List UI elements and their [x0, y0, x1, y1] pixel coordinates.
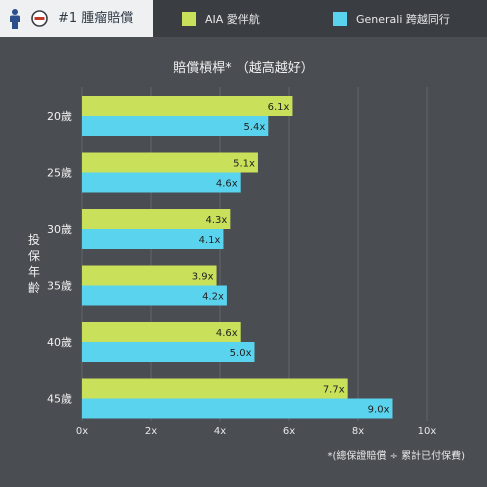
bar	[82, 398, 393, 419]
data-label: 5.1x	[233, 159, 255, 170]
data-label: 6.1x	[268, 102, 290, 113]
data-label: 4.6x	[216, 179, 238, 190]
data-label: 9.0x	[368, 405, 390, 416]
tab-tumor-compensation[interactable]: #1 腫瘤賠償	[0, 0, 153, 37]
bar	[82, 96, 293, 116]
y-category-label: 40歲	[47, 335, 72, 349]
y-category-label: 45歲	[47, 392, 72, 406]
bar	[82, 322, 241, 342]
bar	[82, 116, 269, 136]
person-icon	[10, 9, 20, 29]
data-label: 5.0x	[230, 348, 252, 359]
badge-icon	[31, 10, 48, 27]
x-tick-label: 6x	[283, 426, 295, 437]
legend-item-generali: Generali 跨越同行	[333, 11, 450, 27]
data-label: 5.4x	[243, 122, 265, 133]
header-bar: #1 腫瘤賠償 AIA 愛伴航 Generali 跨越同行	[0, 0, 487, 37]
y-category-label: 30歲	[47, 222, 72, 236]
legend-swatch-generali	[333, 12, 347, 26]
x-tick-label: 2x	[145, 426, 157, 437]
bar	[82, 378, 348, 399]
x-tick-label: 8x	[352, 426, 364, 437]
bar	[82, 209, 231, 229]
x-tick-label: 10x	[418, 426, 437, 437]
tab-label: #1 腫瘤賠償	[58, 11, 134, 26]
y-category-label: 20歲	[47, 109, 72, 123]
data-label: 3.9x	[192, 272, 214, 283]
y-axis-label: 投保年齡	[27, 233, 40, 295]
bar	[82, 229, 224, 249]
x-tick-label: 4x	[214, 426, 226, 437]
legend-swatch-aia	[182, 12, 196, 26]
data-label: 4.2x	[202, 292, 224, 303]
data-label: 7.7x	[323, 385, 345, 396]
bar	[82, 342, 255, 362]
bar	[82, 285, 227, 306]
data-label: 4.3x	[206, 215, 228, 226]
x-tick-label: 0x	[76, 426, 88, 437]
chart-footnote: *(總保證賠償 ÷ 累計已付保費)	[327, 451, 465, 462]
chart-title: 賠償槓桿* （越高越好）	[173, 61, 314, 76]
bar	[82, 265, 217, 286]
bar	[82, 172, 241, 193]
legend-item-aia: AIA 愛伴航	[182, 11, 260, 27]
bar	[82, 152, 258, 173]
data-label: 4.6x	[216, 328, 238, 339]
data-label: 4.1x	[199, 235, 221, 246]
y-category-label: 25歲	[47, 166, 72, 180]
y-category-label: 35歲	[47, 279, 72, 293]
legend-label-aia: AIA 愛伴航	[205, 13, 260, 26]
legend-label-generali: Generali 跨越同行	[356, 13, 450, 26]
